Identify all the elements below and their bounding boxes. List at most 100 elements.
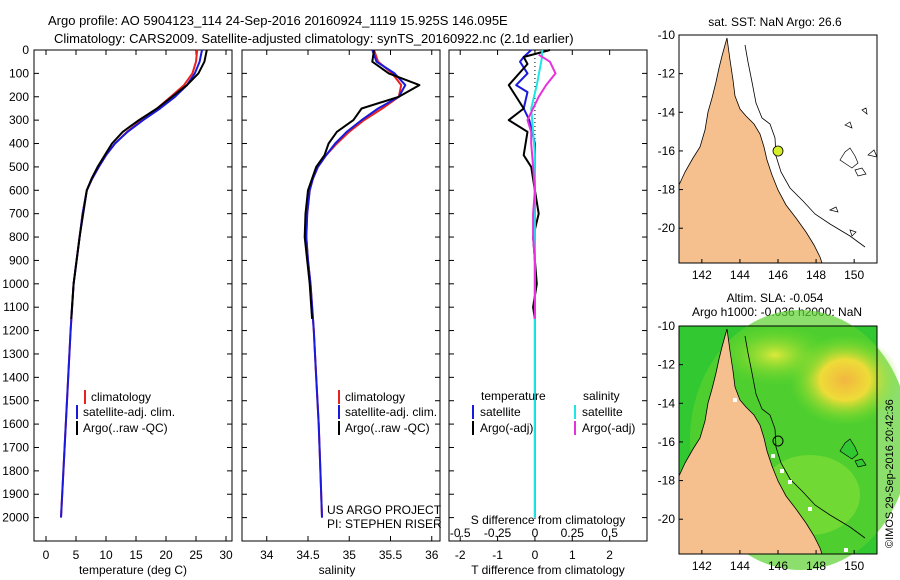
sst-map-islands [828, 107, 878, 237]
x-tick-label: 25 [189, 548, 203, 562]
depth-tick-label: 0 [22, 43, 29, 57]
depth-tick-labels: 0 100 200 300 400 500 600 700 800 900 1000 1100 1200… [2, 43, 29, 525]
x-tick-label: 5 [73, 548, 80, 562]
map-x-tick-label: 146 [768, 559, 788, 573]
map-y-tick-label: -12 [658, 358, 676, 372]
map-x-tick-label: 150 [844, 559, 864, 573]
depth-tick-label: 1800 [2, 464, 29, 478]
x-tick-label: 35 [343, 548, 357, 562]
depth-tick-label: 1300 [2, 347, 29, 361]
pi-credit: PI: STEPHEN RISER [327, 517, 442, 531]
legend-s-argo-label: Argo(-adj) [582, 421, 635, 435]
temperature-panel: 0 5 10 15 20 25 30 [34, 49, 233, 562]
legend-argo-label: Argo(..raw -QC) [345, 421, 430, 435]
depth-tick-label: 1600 [2, 417, 29, 431]
map-x-tick-label: 146 [768, 268, 788, 282]
legend-climatology-label: climatology [345, 390, 405, 404]
depth-tick-label: 500 [9, 160, 29, 174]
x-top-tick-label: 0.25 [561, 526, 585, 540]
salinity-panel-frame [241, 49, 441, 542]
s-difference-axis-label: S difference from climatology [471, 513, 626, 527]
map-y-tick-label: -20 [658, 512, 676, 526]
depth-tick-label: 1900 [2, 487, 29, 501]
sla-map-title: Altim. SLA: -0.054 [727, 291, 824, 305]
series-line-salinity-satellite [530, 49, 544, 518]
map-x-tick-label: 142 [692, 559, 712, 573]
legend-temperature-heading: temperature [481, 389, 546, 403]
difference-panel: -2 -1 0 1 2 -0.5 -0.25 0 0.25 0.5 [449, 49, 647, 562]
difference-panel-frame [448, 49, 648, 542]
series-line-salinity-argo-adj- [526, 53, 557, 319]
x-tick-label: 10 [99, 548, 113, 562]
depth-tick-label: 800 [9, 230, 29, 244]
legend-salinity-heading: salinity [583, 389, 620, 403]
series-line-argo-raw-qc- [303, 49, 421, 319]
depth-tick-label: 1500 [2, 394, 29, 408]
legend-t-argo-label: Argo(-adj) [480, 421, 533, 435]
x-tick-label: 36 [425, 548, 439, 562]
map-y-tick-label: -18 [658, 474, 676, 488]
x-tick-label: 34 [260, 548, 274, 562]
temperature-panel-frame [33, 49, 233, 542]
header-line2: Climatology: CARS2009. Satellite-adjuste… [54, 31, 574, 46]
legend-satellite-label: satellite-adj. clim. [345, 405, 437, 419]
x-tick-label: 0 [43, 548, 50, 562]
depth-tick-label: 1200 [2, 324, 29, 338]
salinity-axis-label: salinity [319, 563, 356, 577]
depth-tick-label: 700 [9, 207, 29, 221]
series-line-satellite-adj-clim- [60, 49, 203, 518]
x-tick-label: -2 [455, 548, 466, 562]
argo-float-marker [772, 435, 784, 447]
project-credit: US ARGO PROJECT [327, 503, 442, 517]
depth-tick-label: 100 [9, 66, 29, 80]
series-line-argo-raw-qc- [70, 49, 208, 319]
legend-satellite-label: satellite-adj. clim. [83, 405, 175, 419]
x-top-tick-label: 0.5 [601, 526, 618, 540]
map-x-tick-label: 150 [844, 268, 864, 282]
map-x-tick-label: 148 [806, 559, 826, 573]
map-y-tick-label: -12 [658, 67, 676, 81]
sst-map-land [678, 37, 823, 264]
map-x-tick-label: 144 [730, 268, 750, 282]
depth-tick-label: 1700 [2, 440, 29, 454]
depth-tick-label: 400 [9, 137, 29, 151]
x-tick-label: 30 [219, 548, 233, 562]
salinity-legend: climatology satellite-adj. clim. Argo(..… [338, 390, 437, 435]
x-tick-label: -1 [492, 548, 503, 562]
depth-tick-label: 2000 [2, 511, 29, 525]
sla-map-tide-points [733, 398, 848, 552]
depth-tick-label: 1400 [2, 370, 29, 384]
legend-argo-label: Argo(..raw -QC) [83, 421, 168, 435]
sla-map-ticks: 142 144 146 148 150 -10 -12 -14 -16 -18 -20 [658, 319, 865, 573]
depth-tick-label: 200 [9, 90, 29, 104]
argo-float-marker [772, 145, 784, 157]
sla-map-land [678, 328, 823, 555]
difference-legend: temperature salinity satellite Argo(-adj… [472, 389, 635, 435]
depth-tick-label: 1000 [2, 277, 29, 291]
x-tick-label: 15 [129, 548, 143, 562]
series-line-climatology [60, 49, 199, 518]
timestamp-label: ©IMOS 29-Sep-2016 20:42:36 [884, 399, 896, 548]
map-x-tick-label: 142 [692, 268, 712, 282]
depth-tick-label: 600 [9, 183, 29, 197]
depth-tick-label: 300 [9, 113, 29, 127]
depth-tick-label: 900 [9, 253, 29, 267]
legend-t-satellite-label: satellite [480, 405, 521, 419]
x-top-tick-label: -0.25 [484, 526, 512, 540]
x-top-tick-label: -0.5 [450, 526, 471, 540]
x-tick-label: 34.5 [296, 548, 320, 562]
map-x-tick-label: 144 [730, 559, 750, 573]
map-y-tick-label: -16 [658, 435, 676, 449]
sla-map-warm [720, 325, 830, 385]
x-top-tick-label: 0 [532, 526, 539, 540]
t-difference-axis-label: T difference from climatology [471, 563, 625, 577]
x-tick-label: 0 [532, 548, 539, 562]
salinity-panel: 34 34.5 35 35.5 36 [242, 49, 440, 562]
legend-s-satellite-label: satellite [582, 405, 623, 419]
sla-map-isobath [744, 335, 866, 539]
temperature-legend: climatology satellite-adj. clim. Argo(..… [76, 390, 175, 435]
x-tick-label: 35.5 [379, 548, 403, 562]
legend-climatology-label: climatology [91, 390, 151, 404]
depth-tick-label: 1100 [3, 300, 29, 314]
